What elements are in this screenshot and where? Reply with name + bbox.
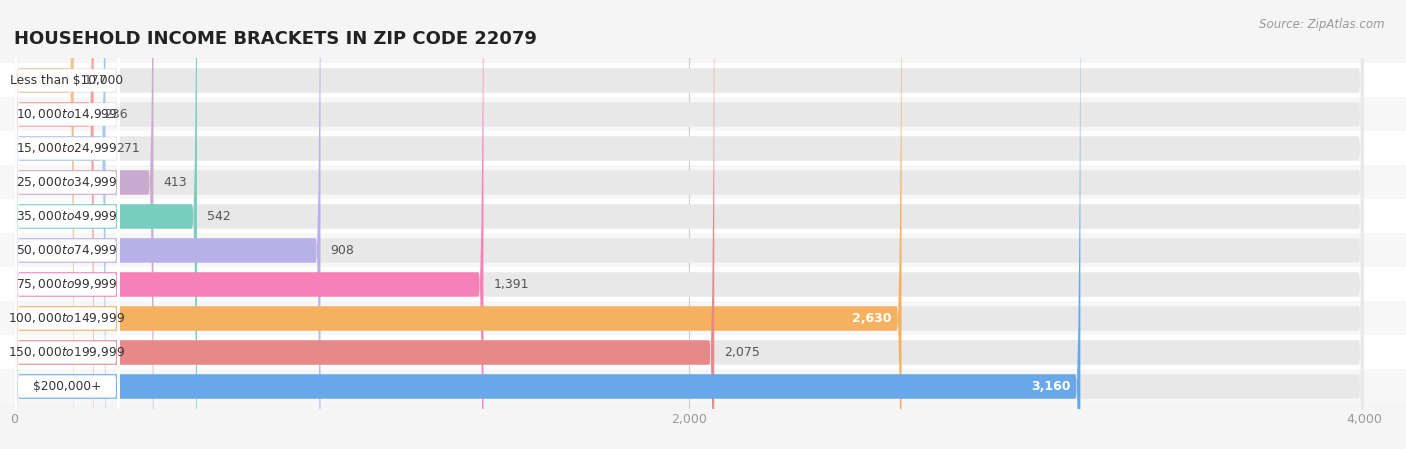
Text: $200,000+: $200,000+ — [32, 380, 101, 393]
FancyBboxPatch shape — [14, 0, 1364, 449]
FancyBboxPatch shape — [0, 199, 1406, 233]
FancyBboxPatch shape — [0, 301, 1406, 335]
FancyBboxPatch shape — [14, 0, 197, 449]
Text: $25,000 to $34,999: $25,000 to $34,999 — [17, 176, 118, 189]
FancyBboxPatch shape — [0, 268, 1406, 301]
FancyBboxPatch shape — [14, 0, 1080, 449]
FancyBboxPatch shape — [0, 233, 1406, 268]
FancyBboxPatch shape — [0, 335, 1406, 370]
FancyBboxPatch shape — [14, 0, 120, 449]
Text: HOUSEHOLD INCOME BRACKETS IN ZIP CODE 22079: HOUSEHOLD INCOME BRACKETS IN ZIP CODE 22… — [14, 31, 537, 48]
FancyBboxPatch shape — [14, 0, 120, 449]
FancyBboxPatch shape — [14, 0, 321, 449]
Text: 542: 542 — [207, 210, 231, 223]
Text: 236: 236 — [104, 108, 128, 121]
FancyBboxPatch shape — [14, 0, 1364, 449]
FancyBboxPatch shape — [14, 0, 120, 449]
Text: $75,000 to $99,999: $75,000 to $99,999 — [17, 277, 118, 291]
FancyBboxPatch shape — [14, 0, 94, 449]
Text: 908: 908 — [330, 244, 354, 257]
Text: 177: 177 — [84, 74, 108, 87]
Text: 271: 271 — [115, 142, 139, 155]
FancyBboxPatch shape — [14, 0, 120, 449]
FancyBboxPatch shape — [14, 0, 120, 449]
FancyBboxPatch shape — [0, 166, 1406, 199]
Text: $150,000 to $199,999: $150,000 to $199,999 — [8, 345, 125, 360]
FancyBboxPatch shape — [14, 0, 1364, 449]
FancyBboxPatch shape — [14, 0, 73, 449]
Text: 2,630: 2,630 — [852, 312, 891, 325]
FancyBboxPatch shape — [14, 0, 1364, 449]
FancyBboxPatch shape — [14, 0, 901, 449]
Text: $100,000 to $149,999: $100,000 to $149,999 — [8, 312, 125, 326]
FancyBboxPatch shape — [0, 97, 1406, 132]
Text: Source: ZipAtlas.com: Source: ZipAtlas.com — [1260, 18, 1385, 31]
FancyBboxPatch shape — [14, 0, 1364, 449]
FancyBboxPatch shape — [14, 0, 120, 449]
Text: 1,391: 1,391 — [494, 278, 529, 291]
FancyBboxPatch shape — [14, 0, 120, 449]
FancyBboxPatch shape — [0, 63, 1406, 97]
FancyBboxPatch shape — [14, 0, 153, 449]
Text: 2,075: 2,075 — [724, 346, 761, 359]
FancyBboxPatch shape — [14, 0, 105, 449]
FancyBboxPatch shape — [14, 0, 120, 449]
FancyBboxPatch shape — [0, 132, 1406, 166]
FancyBboxPatch shape — [14, 0, 1364, 449]
FancyBboxPatch shape — [14, 0, 1364, 449]
Text: $35,000 to $49,999: $35,000 to $49,999 — [17, 210, 118, 224]
FancyBboxPatch shape — [0, 370, 1406, 404]
Text: $50,000 to $74,999: $50,000 to $74,999 — [17, 243, 118, 257]
FancyBboxPatch shape — [14, 0, 714, 449]
FancyBboxPatch shape — [14, 0, 1364, 449]
FancyBboxPatch shape — [14, 0, 120, 449]
Text: $15,000 to $24,999: $15,000 to $24,999 — [17, 141, 118, 155]
Text: Less than $10,000: Less than $10,000 — [10, 74, 124, 87]
FancyBboxPatch shape — [14, 0, 1364, 449]
Text: 3,160: 3,160 — [1031, 380, 1070, 393]
Text: 413: 413 — [163, 176, 187, 189]
FancyBboxPatch shape — [14, 0, 1364, 449]
FancyBboxPatch shape — [14, 0, 484, 449]
FancyBboxPatch shape — [14, 0, 120, 449]
Text: $10,000 to $14,999: $10,000 to $14,999 — [17, 107, 118, 122]
